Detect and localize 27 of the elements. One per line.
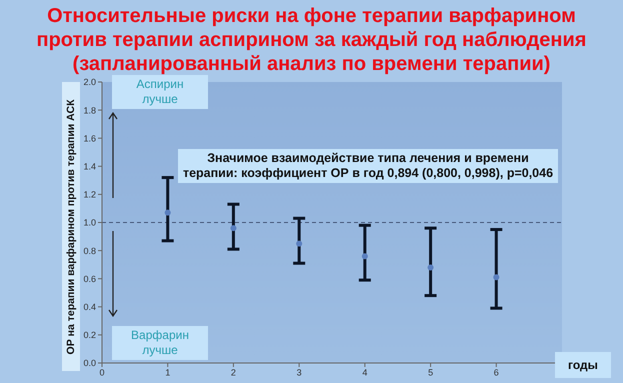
y-tick-label: 1.4 — [83, 161, 96, 172]
chart-title: Относительные риски на фоне терапии варфарином против терапии аспирином за каждый год наблюдения (запланированный анализ по времени терапии) — [36, 4, 588, 76]
x-tick-label: 4 — [362, 367, 368, 378]
x-tick-label: 2 — [230, 367, 236, 378]
y-axis-title: ОР на терапии варфарином против терапии АСК — [65, 99, 77, 354]
y-tick-label: 1.2 — [83, 190, 96, 200]
y-tick-label: 0.4 — [83, 302, 96, 312]
point — [362, 253, 368, 260]
x-tick-label: 5 — [428, 367, 434, 378]
y-tick-label: 1.0 — [83, 218, 96, 228]
x-tick-label: 6 — [494, 367, 499, 378]
point — [493, 274, 500, 280]
y-tick-label: 0.0 — [83, 358, 96, 368]
y-tick-label: 1.6 — [83, 133, 96, 144]
point — [230, 225, 236, 232]
point — [164, 210, 171, 216]
y-tick-label: 0.2 — [83, 330, 96, 340]
x-tick-label: 0 — [99, 367, 105, 378]
y-tick-label: 0.6 — [83, 274, 96, 284]
y-tick-label: 2.0 — [83, 77, 96, 88]
y-tick-label: 0.8 — [83, 246, 96, 256]
x-tick-label: 3 — [296, 367, 302, 378]
point — [296, 240, 302, 247]
y-tick-label: 1.8 — [83, 105, 96, 116]
x-tick-label: 1 — [165, 367, 170, 378]
point — [428, 264, 434, 270]
x-axis-title: годы — [555, 352, 611, 378]
